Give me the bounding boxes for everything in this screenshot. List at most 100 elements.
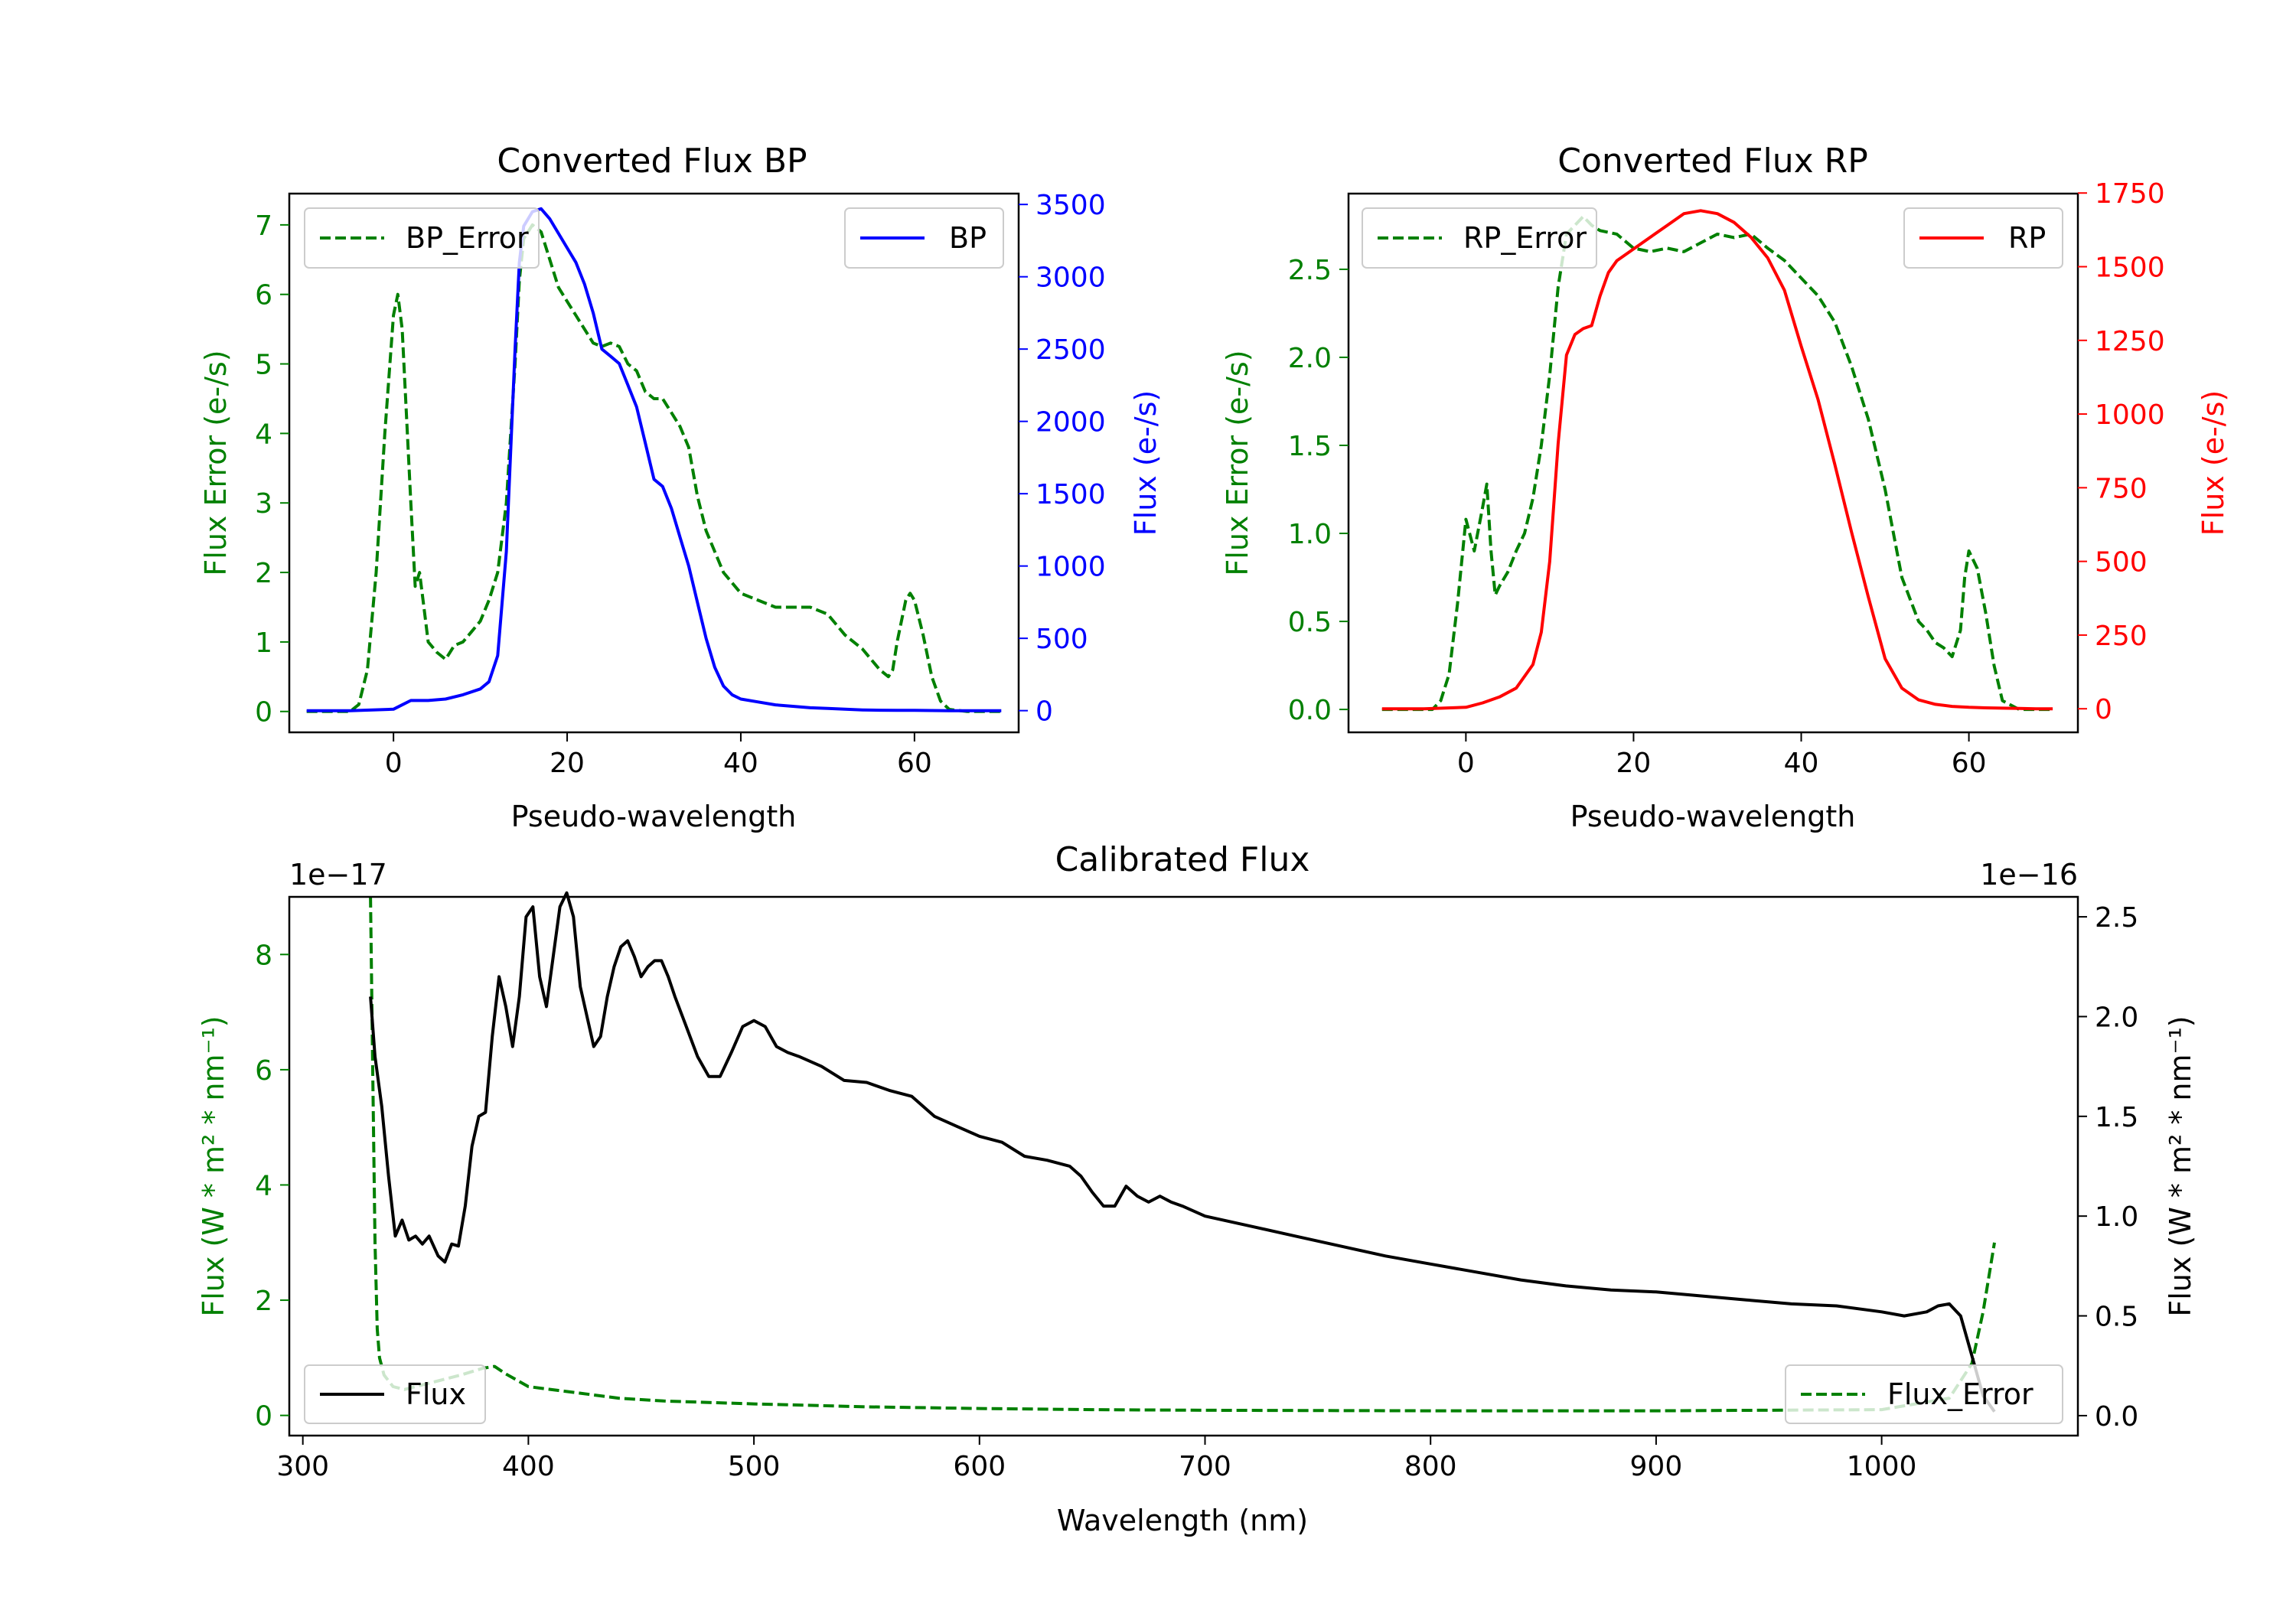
- chart-rp-title: Converted Flux RP: [1557, 142, 1868, 181]
- chart-rp-ylabel-left: Flux Error (e-/s): [1221, 350, 1254, 575]
- chart-bp-right-tick-label: 3000: [1035, 262, 1106, 294]
- chart-calibrated-right-tick-label: 1.5: [2095, 1102, 2138, 1133]
- chart-rp-xtick-label: 40: [1784, 748, 1819, 779]
- chart-bp-xtick-label: 20: [550, 748, 585, 779]
- chart-bp-right-tick-label: 0: [1035, 696, 1053, 728]
- chart-bp-frame: [288, 192, 1020, 734]
- chart-calibrated-frame: [288, 895, 2079, 1437]
- chart-calibrated-legend-error: Flux_Error: [1785, 1364, 2063, 1424]
- chart-rp-series-rp: [1381, 209, 2053, 711]
- chart-calibrated-xtick-label: 900: [1630, 1451, 1683, 1482]
- chart-bp-right-tick-label: 1000: [1035, 552, 1106, 583]
- chart-rp-right-tick-label: 1250: [2095, 326, 2165, 357]
- chart-bp-left-tick-label: 0: [255, 697, 272, 729]
- chart-calibrated-right-tick-label: 2.0: [2095, 1002, 2138, 1033]
- chart-rp-legend-right: RP: [1903, 207, 2063, 269]
- chart-bp-xtick-label: 60: [897, 748, 932, 779]
- chart-calibrated-ylabel-right: Flux (W * m² * nm⁻¹): [2164, 1015, 2197, 1316]
- chart-bp-right-tick-label: 3500: [1035, 190, 1106, 221]
- chart-bp-xlabel: Pseudo-wavelength: [511, 800, 797, 833]
- chart-rp-ylabel-right: Flux (e-/s): [2197, 390, 2230, 536]
- chart-rp-legend-error-label: RP_Error: [1463, 221, 1587, 255]
- chart-rp: Converted Flux RP 0 20 40 60 0.0 0.5 1.0 1.5 2.…: [1221, 142, 2230, 833]
- chart-rp-series-layer: [1381, 209, 2053, 712]
- chart-rp-right-ticks: 0 250 500 750 1000 1250 1500 1750: [2078, 178, 2165, 725]
- chart-bp-right-tick-label: 500: [1035, 624, 1088, 655]
- chart-bp-legend-flux-label: BP: [949, 221, 987, 255]
- chart-calibrated-left-tick-label: 4: [255, 1170, 272, 1201]
- chart-bp-xtick-label: 40: [723, 748, 758, 779]
- chart-calibrated-x-ticks: 300 400 500 600 700 800 900 1000: [276, 1436, 1916, 1482]
- chart-bp-right-tick-label: 2000: [1035, 407, 1106, 438]
- chart-bp-left-tick-label: 1: [255, 627, 272, 659]
- chart-rp-right-tick-label: 750: [2095, 473, 2148, 504]
- chart-rp-frame: [1347, 192, 2079, 734]
- chart-rp-right-tick-label: 500: [2095, 547, 2148, 579]
- chart-bp-title: Converted Flux BP: [497, 142, 807, 181]
- chart-rp-right-tick-label: 250: [2095, 621, 2148, 652]
- chart-calibrated-left-tick-label: 8: [255, 940, 272, 971]
- chart-bp-legend-left: BP_Error: [304, 207, 540, 269]
- chart-bp-ylabel-right: Flux (e-/s): [1129, 390, 1163, 536]
- chart-calibrated-title: Calibrated Flux: [1055, 840, 1310, 879]
- chart-rp-left-tick-label: 2.0: [1288, 343, 1332, 374]
- chart-rp-left-tick-label: 1.0: [1288, 519, 1332, 550]
- chart-bp-left-tick-label: 4: [255, 419, 272, 450]
- chart-bp-left-tick-label: 2: [255, 558, 272, 589]
- chart-rp-x-ticks: 0 20 40 60: [1457, 732, 1987, 779]
- chart-calibrated-xlabel: Wavelength (nm): [1057, 1504, 1308, 1537]
- chart-calibrated-xtick-label: 400: [502, 1451, 555, 1482]
- chart-calibrated-right-tick-label: 2.5: [2095, 902, 2138, 934]
- chart-calibrated-right-tick-label: 1.0: [2095, 1201, 2138, 1233]
- chart-calibrated-ylabel-left: Flux (W * m² * nm⁻¹): [197, 1015, 230, 1316]
- chart-rp-left-ticks: 0.0 0.5 1.0 1.5 2.0 2.5: [1288, 255, 1349, 726]
- chart-rp-right-tick-label: 1750: [2095, 178, 2165, 210]
- chart-bp: Converted Flux BP 0 20 40 60 0 1 2 3 4 5 6 7 0 500 1…: [199, 142, 1163, 833]
- chart-rp-xtick-label: 20: [1616, 748, 1652, 779]
- chart-rp-legend-left: RP_Error: [1362, 207, 1597, 269]
- chart-bp-right-tick-label: 1500: [1035, 479, 1106, 510]
- chart-calibrated-legend-flux: Flux: [304, 1364, 486, 1424]
- chart-bp-legend-error-label: BP_Error: [406, 221, 529, 255]
- chart-bp-right-tick-label: 2500: [1035, 334, 1106, 366]
- chart-rp-left-tick-label: 2.5: [1288, 255, 1332, 286]
- chart-rp-xtick-label: 0: [1457, 748, 1475, 779]
- chart-calibrated-left-ticks: 0 2 4 6 8: [255, 940, 289, 1433]
- chart-bp-left-tick-label: 6: [255, 280, 272, 311]
- chart-rp-left-tick-label: 1.5: [1288, 431, 1332, 462]
- chart-bp-x-ticks: 0 20 40 60: [385, 732, 932, 779]
- chart-calibrated-left-tick-label: 2: [255, 1286, 272, 1317]
- chart-bp-legend-right: BP: [844, 207, 1004, 269]
- chart-rp-legend-flux-label: RP: [2008, 221, 2046, 255]
- chart-calibrated-left-tick-label: 6: [255, 1055, 272, 1087]
- chart-bp-left-tick-label: 7: [255, 210, 272, 242]
- chart-calibrated-offset-left: 1e−17: [289, 858, 387, 892]
- chart-rp-xtick-label: 60: [1952, 748, 1987, 779]
- chart-calibrated-xtick-label: 700: [1179, 1451, 1231, 1482]
- chart-calibrated-xtick-label: 800: [1404, 1451, 1457, 1482]
- chart-rp-left-tick-label: 0.0: [1288, 695, 1332, 726]
- chart-calibrated-legend-error-label: Flux_Error: [1887, 1377, 2033, 1411]
- chart-rp-series-rp-error: [1381, 214, 2053, 712]
- chart-rp-xlabel: Pseudo-wavelength: [1570, 800, 1856, 833]
- chart-bp-xtick-label: 0: [385, 748, 403, 779]
- chart-rp-right-tick-label: 1000: [2095, 399, 2165, 431]
- chart-rp-left-tick-label: 0.5: [1288, 607, 1332, 638]
- chart-bp-series-bp: [306, 207, 1002, 712]
- chart-bp-left-tick-label: 3: [255, 488, 272, 520]
- chart-calibrated-right-tick-label: 0.0: [2095, 1401, 2138, 1433]
- chart-calibrated-left-tick-label: 0: [255, 1401, 272, 1433]
- chart-calibrated-offset-right: 1e−16: [1980, 858, 2078, 892]
- chart-bp-left-ticks: 0 1 2 3 4 5 6 7: [255, 210, 289, 729]
- chart-rp-right-tick-label: 0: [2095, 694, 2112, 725]
- chart-bp-ylabel-left: Flux Error (e-/s): [199, 350, 233, 575]
- chart-bp-series-layer: [306, 207, 1002, 713]
- chart-calibrated-legend-flux-label: Flux: [406, 1377, 466, 1411]
- chart-rp-right-tick-label: 1500: [2095, 253, 2165, 284]
- chart-calibrated-xtick-label: 500: [728, 1451, 781, 1482]
- chart-calibrated-xtick-label: 1000: [1847, 1451, 1917, 1482]
- chart-bp-left-tick-label: 5: [255, 350, 272, 381]
- chart-bp-series-bp-error: [306, 223, 1002, 713]
- chart-calibrated-right-tick-label: 0.5: [2095, 1302, 2138, 1333]
